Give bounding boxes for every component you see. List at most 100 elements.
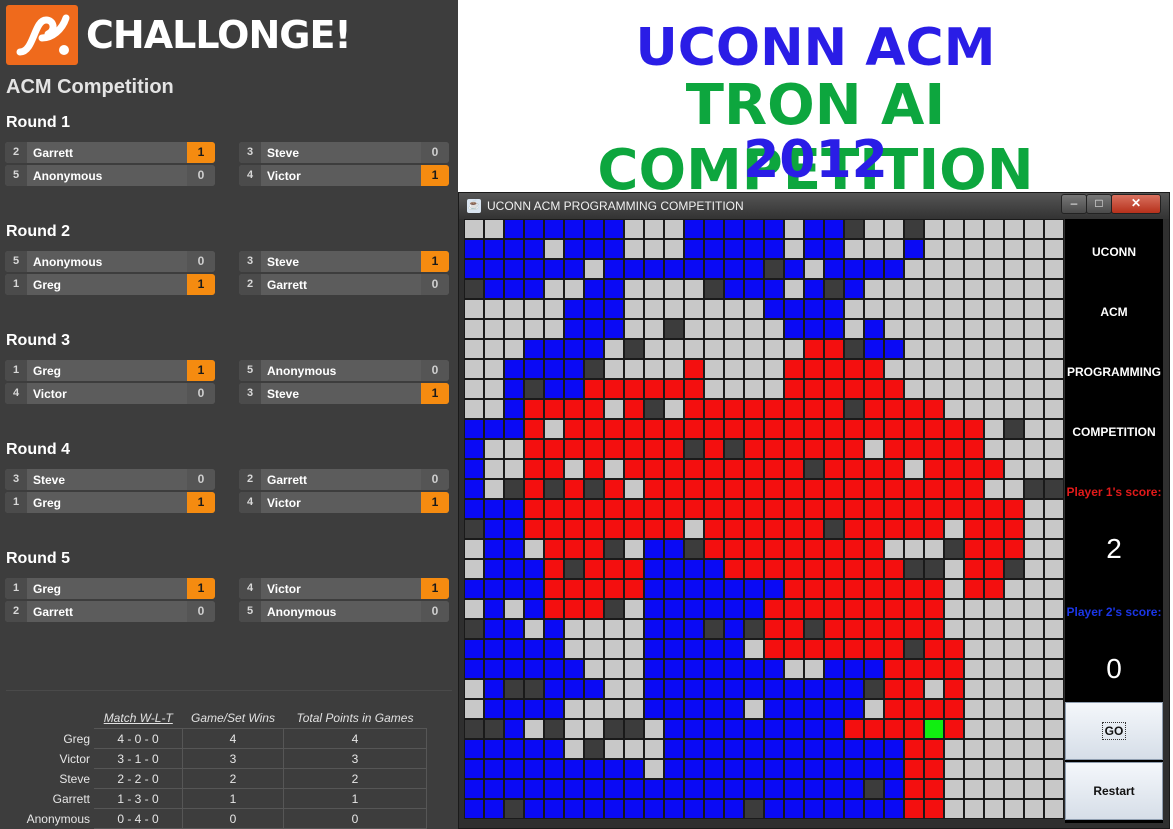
player1-trail-cell <box>584 439 604 459</box>
player1-trail-cell <box>944 479 964 499</box>
match-card[interactable]: 1 Greg 1 2 Garrett 0 <box>5 578 215 624</box>
window-titlebar[interactable]: ☕ UCONN ACM PROGRAMMING COMPETITION – □ … <box>459 193 1169 219</box>
player2-trail-cell <box>504 399 524 419</box>
empty-cell <box>964 679 984 699</box>
challonge-logo[interactable]: CHALLONGE! <box>6 5 352 65</box>
player1-trail-cell <box>804 419 824 439</box>
player2-trail-cell <box>544 219 564 239</box>
match-player-row[interactable]: 5 Anonymous 0 <box>5 165 215 186</box>
match-player-row[interactable]: 4 Victor 1 <box>239 165 449 186</box>
close-button[interactable]: ✕ <box>1111 194 1161 214</box>
player1-trail-cell <box>884 379 904 399</box>
match-player-row[interactable]: 3 Steve 1 <box>239 251 449 272</box>
match-player-row[interactable]: 4 Victor 1 <box>239 578 449 599</box>
wall-cell <box>684 539 704 559</box>
wall-cell <box>904 219 924 239</box>
player2-trail-cell <box>524 239 544 259</box>
restart-button[interactable]: Restart <box>1065 762 1163 820</box>
player2-trail-cell <box>564 759 584 779</box>
match-player-row[interactable]: 5 Anonymous 0 <box>239 601 449 622</box>
match-player-row[interactable]: 3 Steve 0 <box>5 469 215 490</box>
empty-cell <box>904 279 924 299</box>
wall-cell <box>604 539 624 559</box>
empty-cell <box>984 779 1004 799</box>
match-player-row[interactable]: 2 Garrett 1 <box>5 142 215 163</box>
player2-trail-cell <box>504 619 524 639</box>
match-card[interactable]: 3 Steve 1 2 Garrett 0 <box>239 251 449 297</box>
player2-trail-cell <box>804 679 824 699</box>
empty-cell <box>944 399 964 419</box>
player2-trail-cell <box>464 779 484 799</box>
match-player-row[interactable]: 5 Anonymous 0 <box>5 251 215 272</box>
side-panel: UCONN ACM PROGRAMMING COMPETITION Player… <box>1065 219 1163 823</box>
maximize-button[interactable]: □ <box>1086 194 1112 214</box>
player1-trail-cell <box>784 599 804 619</box>
empty-cell <box>1004 319 1024 339</box>
match-card[interactable]: 2 Garrett 0 4 Victor 1 <box>239 469 449 515</box>
match-player-row[interactable]: 1 Greg 1 <box>5 492 215 513</box>
empty-cell <box>624 679 644 699</box>
empty-cell <box>864 239 884 259</box>
match-player-row[interactable]: 2 Garrett 0 <box>239 469 449 490</box>
empty-cell <box>1024 579 1044 599</box>
match-card[interactable]: 3 Steve 0 1 Greg 1 <box>5 469 215 515</box>
player1-trail-cell <box>804 479 824 499</box>
empty-cell <box>544 419 564 439</box>
player2-trail-cell <box>524 579 544 599</box>
player-name: Greg <box>33 581 62 596</box>
empty-cell <box>1044 659 1064 679</box>
wall-cell <box>464 719 484 739</box>
match-player-row[interactable]: 2 Garrett 0 <box>5 601 215 622</box>
player2-trail-cell <box>544 359 564 379</box>
player1-trail-cell <box>864 619 884 639</box>
player1-trail-cell <box>864 419 884 439</box>
player1-trail-cell <box>784 379 804 399</box>
match-player-row[interactable]: 1 Greg 1 <box>5 360 215 381</box>
match-card[interactable]: 5 Anonymous 0 3 Steve 1 <box>239 360 449 406</box>
empty-cell <box>924 679 944 699</box>
empty-cell <box>1004 379 1024 399</box>
match-player-row[interactable]: 4 Victor 0 <box>5 383 215 404</box>
player2-trail-cell <box>824 259 844 279</box>
player1-trail-cell <box>904 579 924 599</box>
player-seed: 3 <box>5 469 27 490</box>
player2-trail-cell <box>744 239 764 259</box>
wall-cell <box>564 559 584 579</box>
player1-trail-cell <box>844 639 864 659</box>
empty-cell <box>1004 219 1024 239</box>
match-player-row[interactable]: 3 Steve 1 <box>239 383 449 404</box>
match-card[interactable]: 4 Victor 1 5 Anonymous 0 <box>239 578 449 624</box>
player1-trail-cell <box>664 459 684 479</box>
player1-trail-cell <box>1004 499 1024 519</box>
match-player-row[interactable]: 1 Greg 1 <box>5 274 215 295</box>
empty-cell <box>1024 559 1044 579</box>
player1-trail-cell <box>844 579 864 599</box>
match-card[interactable]: 2 Garrett 1 5 Anonymous 0 <box>5 142 215 188</box>
match-player-row[interactable]: 2 Garrett 0 <box>239 274 449 295</box>
player2-trail-cell <box>704 639 724 659</box>
player1-trail-cell <box>924 639 944 659</box>
player2-trail-cell <box>524 259 544 279</box>
match-player-row[interactable]: 5 Anonymous 0 <box>239 360 449 381</box>
player1-trail-cell <box>844 439 864 459</box>
match-card[interactable]: 5 Anonymous 0 1 Greg 1 <box>5 251 215 297</box>
player1-trail-cell <box>864 579 884 599</box>
empty-cell <box>944 299 964 319</box>
empty-cell <box>784 239 804 259</box>
match-card[interactable]: 1 Greg 1 4 Victor 0 <box>5 360 215 406</box>
player1-trail-cell <box>764 539 784 559</box>
minimize-button[interactable]: – <box>1061 194 1087 214</box>
player1-trail-cell <box>804 639 824 659</box>
match-card[interactable]: 3 Steve 0 4 Victor 1 <box>239 142 449 188</box>
wall-cell <box>524 379 544 399</box>
match-player-row[interactable]: 1 Greg 1 <box>5 578 215 599</box>
player1-trail-cell <box>864 539 884 559</box>
player1-trail-cell <box>864 399 884 419</box>
player-score-winner: 1 <box>421 492 449 513</box>
match-player-row[interactable]: 4 Victor 1 <box>239 492 449 513</box>
go-button[interactable]: GO <box>1065 702 1163 760</box>
match-player-row[interactable]: 3 Steve 0 <box>239 142 449 163</box>
empty-cell <box>624 539 644 559</box>
player2-trail-cell <box>824 239 844 259</box>
